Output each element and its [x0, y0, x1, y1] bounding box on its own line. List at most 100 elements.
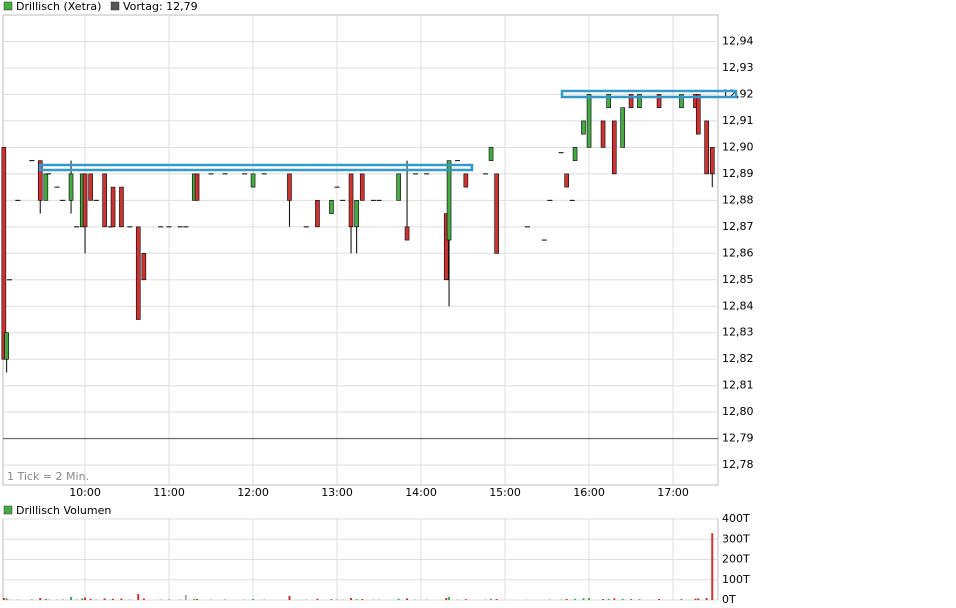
- volume-bar: [341, 599, 344, 600]
- volume-bar: [425, 599, 428, 600]
- volume-bar: [330, 598, 333, 600]
- volume-bar: [56, 599, 59, 600]
- candle-body: [628, 94, 634, 108]
- candle-body: [88, 173, 93, 201]
- volume-bar: [316, 598, 319, 600]
- candle-body: [68, 173, 74, 201]
- volume-bar: [224, 599, 227, 600]
- candle-body: [141, 253, 147, 281]
- volume-bar: [336, 599, 339, 600]
- volume-bar: [210, 599, 213, 600]
- candle-body: [679, 94, 684, 108]
- candle-body: [102, 173, 107, 228]
- volume-bar: [658, 598, 661, 600]
- volume-tick-label: 400T: [722, 512, 750, 525]
- x-tick-label: 13:00: [321, 486, 353, 499]
- candle-body: [4, 332, 9, 360]
- candle-body: [359, 173, 365, 201]
- volume-bar: [414, 599, 417, 600]
- candle-body: [443, 213, 449, 281]
- volume-bar: [588, 597, 591, 600]
- candle-body: [656, 94, 662, 108]
- y-tick-label: 12,84: [722, 299, 754, 312]
- candle-body: [581, 120, 586, 135]
- volume-bar: [179, 599, 182, 600]
- volume-bar: [560, 599, 563, 600]
- volume-bar: [355, 599, 358, 600]
- candle-body: [404, 226, 410, 241]
- volume-bar: [484, 599, 487, 600]
- volume-bar: [582, 598, 585, 600]
- volume-bar: [75, 599, 78, 600]
- volume-tick-label: 300T: [722, 532, 750, 545]
- x-tick-label: 10:00: [69, 486, 101, 499]
- candle-body: [494, 173, 499, 254]
- candle-body: [709, 147, 715, 175]
- y-tick-label: 12,85: [722, 273, 754, 286]
- volume-bar: [548, 599, 551, 600]
- volume-bar: [305, 599, 308, 600]
- y-tick-label: 12,83: [722, 326, 754, 339]
- candle-body: [704, 120, 709, 175]
- y-tick-label: 12,87: [722, 220, 754, 233]
- volume-bar: [2, 597, 5, 600]
- volume-bar: [81, 598, 84, 600]
- candle-body: [463, 173, 469, 188]
- volume-bar: [694, 598, 697, 600]
- y-tick-label: 12,90: [722, 140, 754, 153]
- x-tick-label: 15:00: [489, 486, 521, 499]
- candle-body: [695, 94, 701, 135]
- volume-bar: [30, 599, 33, 600]
- candle-body: [287, 173, 292, 201]
- volume-bar: [84, 597, 87, 600]
- volume-bar: [602, 598, 605, 600]
- y-tick-label: 12,79: [722, 432, 754, 445]
- volume-title: Drillisch Volumen: [16, 504, 111, 517]
- volume-bar: [252, 598, 255, 600]
- volume-bar: [456, 599, 459, 600]
- volume-bar: [137, 593, 140, 600]
- y-tick-label: 12,93: [722, 61, 754, 74]
- candle-body: [620, 107, 625, 148]
- volume-bar: [361, 598, 364, 600]
- plot-frame: [2, 14, 719, 486]
- candle-body: [119, 186, 124, 228]
- volume-bar: [397, 598, 400, 600]
- tick-note: 1 Tick = 2 Min.: [7, 470, 89, 483]
- candle-body: [1, 147, 7, 360]
- x-tick-label: 14:00: [405, 486, 437, 499]
- volume-bar: [464, 599, 467, 600]
- volume-bar: [168, 599, 171, 600]
- candle-body: [572, 147, 578, 161]
- candle-body: [564, 173, 569, 188]
- volume-tick-label: 200T: [722, 553, 750, 566]
- candle-body: [586, 94, 592, 148]
- x-tick-label: 17:00: [657, 486, 689, 499]
- volume-bar: [47, 599, 50, 600]
- y-tick-label: 12,94: [722, 34, 754, 47]
- candle-body: [135, 226, 141, 320]
- candle-body: [194, 173, 200, 201]
- candle-body: [354, 200, 359, 228]
- candle-body: [110, 186, 116, 228]
- candle-body: [600, 120, 606, 148]
- volume-bar: [5, 598, 8, 600]
- volume-bar: [288, 595, 291, 600]
- candle-body: [606, 94, 611, 108]
- level-box: [38, 163, 474, 172]
- legend-swatch: [110, 1, 120, 11]
- level-box: [560, 89, 738, 99]
- volume-bar: [193, 598, 196, 600]
- candle-body: [37, 160, 43, 201]
- volume-bar: [490, 598, 493, 600]
- volume-bar: [574, 598, 577, 600]
- candle-body: [446, 160, 452, 241]
- volume-bar: [350, 597, 353, 600]
- volume-bar: [95, 599, 98, 600]
- x-tick-label: 12:00: [237, 486, 269, 499]
- volume-bar: [565, 598, 568, 600]
- volume-bar: [39, 597, 42, 600]
- volume-bar: [372, 599, 375, 600]
- volume-bar: [621, 598, 624, 600]
